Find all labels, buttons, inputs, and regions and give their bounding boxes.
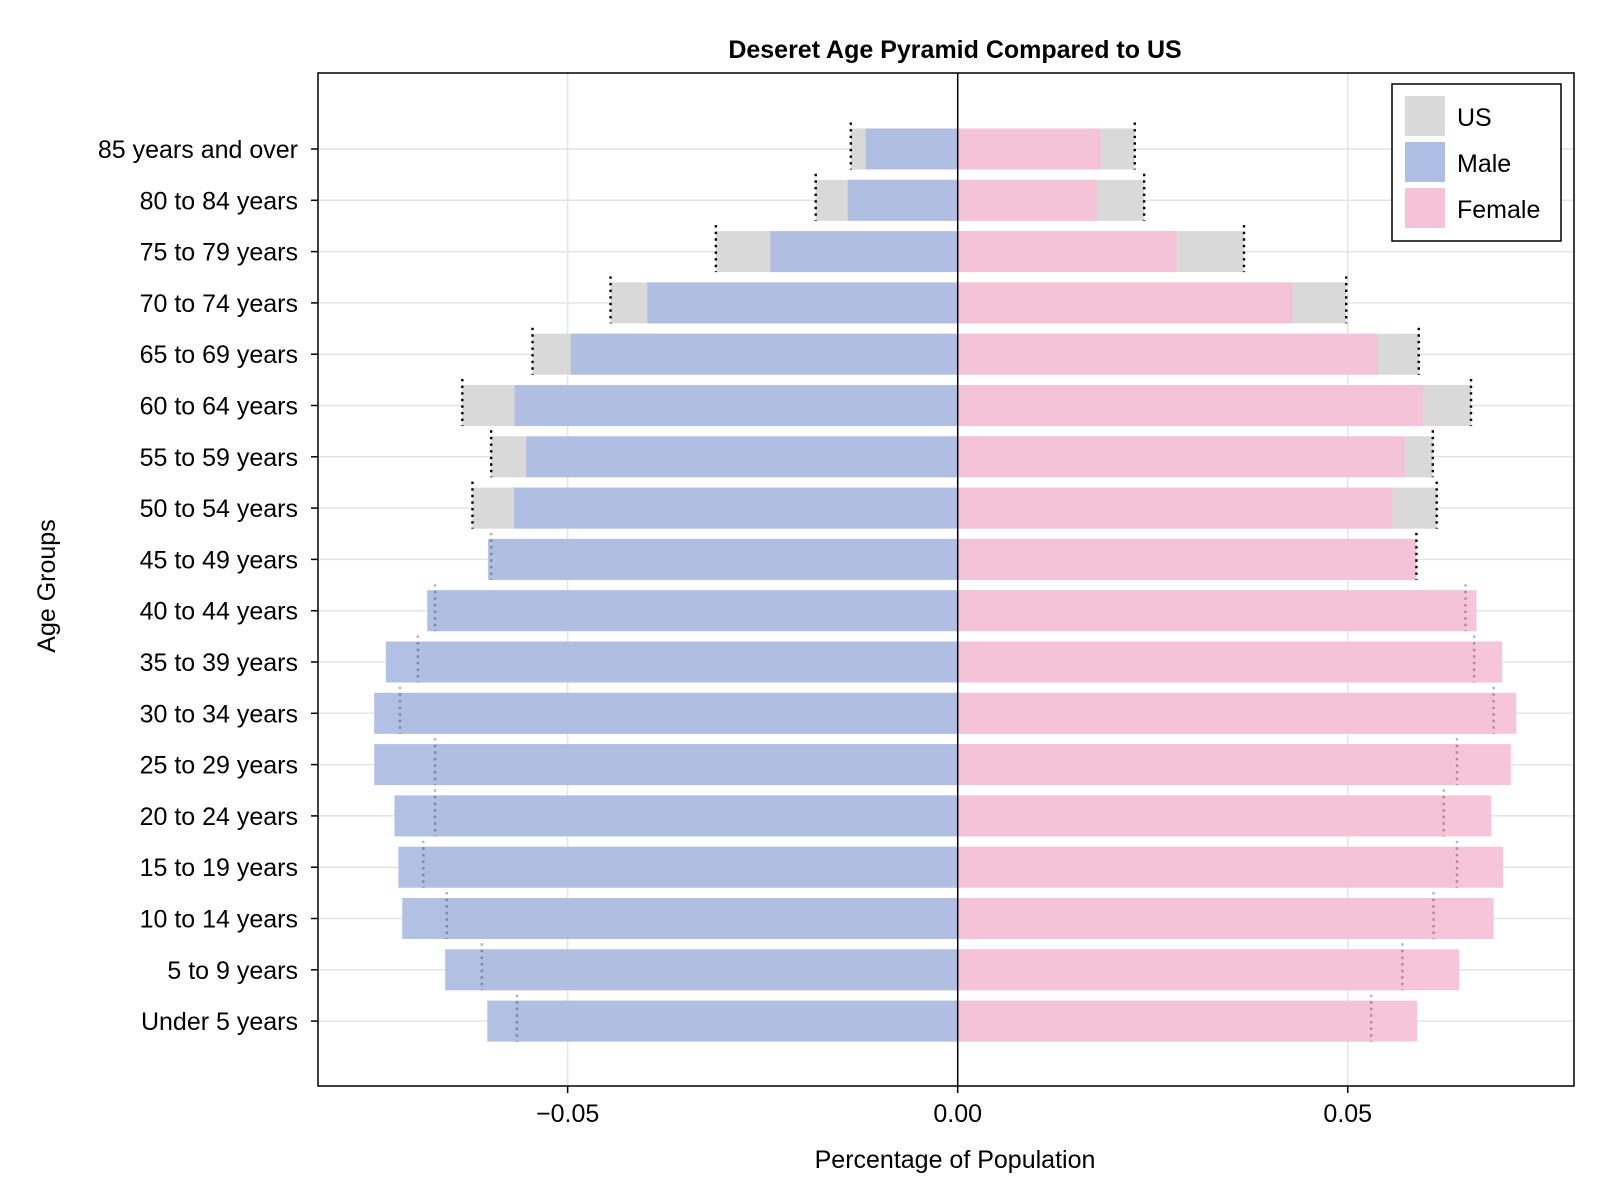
legend-label: Male — [1457, 150, 1511, 178]
x-tick-label: 0.00 — [933, 1100, 982, 1128]
male-bar — [487, 1000, 958, 1042]
legend-label: Female — [1457, 196, 1540, 224]
male-bar — [385, 641, 958, 683]
y-tick-label: 85 years and over — [98, 136, 298, 164]
male-bar — [526, 436, 958, 478]
male-bar — [374, 744, 958, 786]
female-bar — [957, 333, 1379, 375]
y-tick-label: 20 to 24 years — [140, 803, 298, 831]
female-bar — [957, 898, 1494, 939]
male-bar — [513, 487, 958, 529]
legend-swatch — [1405, 96, 1445, 136]
y-tick-label: 65 to 69 years — [140, 341, 298, 369]
y-tick-label: 55 to 59 years — [140, 444, 298, 472]
male-bar — [488, 538, 958, 580]
male-bar — [647, 282, 958, 324]
legend-swatch — [1405, 142, 1445, 182]
female-bar — [957, 179, 1097, 221]
x-tick-label: −0.05 — [536, 1100, 599, 1128]
y-tick-label: 50 to 54 years — [140, 495, 298, 523]
y-tick-label: 45 to 49 years — [140, 546, 298, 574]
y-tick-label: 25 to 29 years — [140, 752, 298, 780]
bar-layer — [374, 128, 1517, 1042]
axis-layer: Under 5 years 5 to 9 years 10 to 14 years 1… — [98, 72, 1575, 1128]
y-tick-label: 60 to 64 years — [140, 393, 298, 421]
y-tick-label: 70 to 74 years — [140, 290, 298, 318]
y-tick-label: 40 to 44 years — [140, 598, 298, 626]
chart-title: Deseret Age Pyramid Compared to US — [728, 36, 1181, 64]
x-axis-label: Percentage of Population — [815, 1146, 1096, 1174]
male-bar — [427, 590, 958, 632]
x-tick-label: 0.05 — [1323, 1100, 1372, 1128]
y-tick-label: 80 to 84 years — [140, 187, 298, 215]
male-bar — [402, 898, 958, 939]
y-tick-label: 35 to 39 years — [140, 649, 298, 677]
female-bar — [957, 846, 1504, 888]
female-bar — [957, 538, 1417, 580]
y-tick-label: 30 to 34 years — [140, 700, 298, 728]
male-bar — [847, 179, 958, 221]
female-bar — [957, 282, 1293, 324]
male-bar — [514, 385, 958, 426]
plot-frame — [317, 72, 1575, 1087]
female-bar — [957, 1000, 1418, 1042]
male-bar — [770, 231, 958, 273]
female-bar — [957, 590, 1477, 632]
female-bar — [957, 949, 1460, 991]
y-tick-label: 15 to 19 years — [140, 854, 298, 882]
female-bar — [957, 128, 1101, 170]
male-bar — [398, 846, 958, 888]
y-tick-label: 75 to 79 years — [140, 239, 298, 267]
male-bar — [570, 333, 958, 375]
female-bar — [957, 641, 1503, 683]
legend-swatch — [1405, 188, 1445, 228]
female-bar — [957, 487, 1393, 529]
female-bar — [957, 231, 1177, 273]
y-axis-label: Age Groups — [33, 519, 61, 652]
legend-label: US — [1457, 104, 1492, 132]
female-bar — [957, 436, 1405, 478]
us-marker-layer — [398, 122, 1495, 1042]
female-bar — [957, 385, 1423, 426]
male-bar — [374, 692, 958, 734]
female-bar — [957, 692, 1517, 734]
legend: US Male Female — [1391, 83, 1562, 242]
male-bar — [445, 949, 958, 991]
female-bar — [957, 744, 1511, 786]
y-tick-label: Under 5 years — [141, 1008, 298, 1036]
male-bar — [865, 128, 958, 170]
y-tick-label: 5 to 9 years — [167, 957, 298, 985]
male-bar — [394, 795, 958, 837]
female-bar — [957, 795, 1492, 837]
y-tick-label: 10 to 14 years — [140, 906, 298, 934]
